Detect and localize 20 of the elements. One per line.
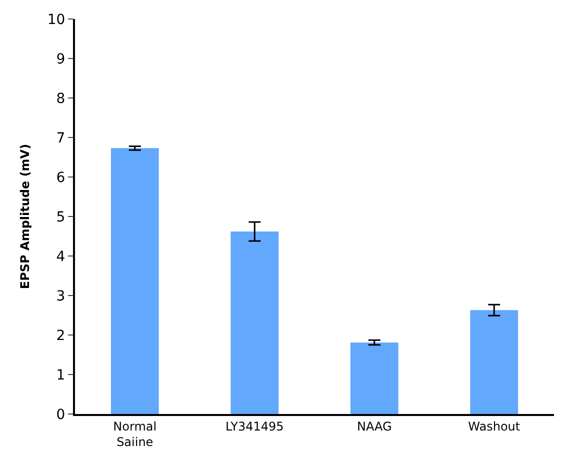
x-tick-label: Washout	[468, 419, 520, 434]
x-tick-label: Normal Saiine	[113, 419, 157, 449]
x-tick-label: NAAG	[356, 419, 392, 434]
y-tick-label: 2	[56, 328, 66, 344]
bar	[230, 232, 279, 414]
bar	[110, 148, 159, 414]
y-tick-label: 7	[56, 130, 66, 146]
bar	[350, 342, 398, 414]
y-tick-label: 8	[56, 90, 66, 107]
y-tick-label: 4	[56, 248, 66, 265]
bar	[470, 310, 518, 414]
y-tick-label: 3	[56, 288, 66, 304]
y-tick-label: 10	[47, 12, 66, 28]
y-axis-title: EPSP Amplitude (mV)	[18, 144, 32, 290]
x-tick-label: LY341495	[226, 419, 284, 434]
y-tick-label: 1	[56, 367, 66, 384]
y-tick-label: 9	[56, 51, 66, 68]
y-tick-label: 6	[56, 170, 66, 186]
y-tick-label: 0	[56, 406, 66, 423]
y-tick-label: 5	[56, 209, 66, 226]
